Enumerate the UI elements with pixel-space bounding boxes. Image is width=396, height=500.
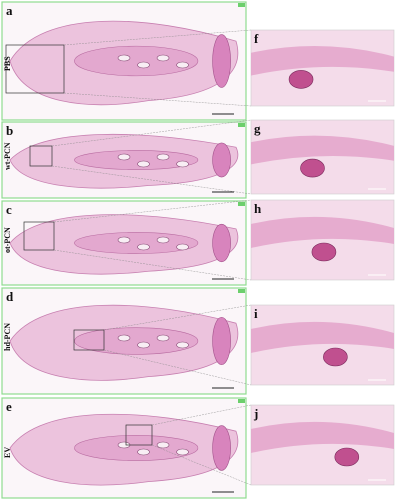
tissue-tip	[212, 425, 231, 471]
row-label: wt-PCN	[3, 142, 12, 170]
panel-letter: j	[253, 406, 258, 421]
tissue-tip	[212, 316, 231, 366]
vessel	[156, 153, 170, 161]
row-label: PBS	[3, 56, 12, 71]
panel-letter: d	[6, 289, 14, 304]
panel-letter: f	[254, 31, 259, 46]
vessel	[137, 448, 150, 456]
vessel	[176, 448, 189, 456]
inset-tissue	[251, 421, 394, 453]
inset-panel: j	[250, 404, 395, 486]
inset-panel: g	[250, 119, 395, 195]
zoom-line	[51, 165, 252, 195]
vessel	[117, 236, 131, 244]
vessel	[176, 160, 189, 168]
left-panel: d hd-PCN	[1, 287, 252, 395]
panel-letter: a	[6, 3, 13, 18]
panel-tag	[238, 123, 245, 127]
panel-tag	[238, 289, 245, 293]
zoom-line	[151, 444, 252, 486]
vessel	[176, 341, 189, 349]
inset-panel: h	[250, 199, 395, 281]
vessel	[137, 61, 150, 69]
left-panel: a PBS	[1, 1, 252, 121]
zoom-line	[53, 199, 252, 223]
left-panel: c ot-PCN	[1, 199, 252, 286]
zoom-box	[5, 44, 65, 94]
vessel	[117, 334, 131, 342]
panel-letter: h	[254, 201, 262, 216]
tissue-core	[74, 435, 199, 461]
zoom-box	[29, 145, 53, 167]
lesion	[334, 447, 360, 467]
panel-letter: i	[254, 306, 258, 321]
tissue-tip	[212, 142, 231, 178]
vessel	[176, 243, 189, 251]
left-panel: b wt-PCN	[1, 119, 252, 199]
row-label: EV	[3, 447, 12, 458]
panel-letter: b	[6, 123, 13, 138]
lesion	[300, 158, 325, 178]
panel-tag	[238, 3, 245, 7]
inset-tissue	[251, 135, 394, 165]
zoom-line	[63, 29, 252, 46]
vessel	[137, 341, 150, 349]
vessel	[117, 153, 131, 161]
lesion	[288, 70, 314, 89]
zoom-box	[125, 424, 153, 446]
left-panel: e EV	[1, 397, 252, 499]
vessel	[156, 334, 170, 342]
zoom-box	[23, 221, 55, 251]
zoom-box	[73, 329, 105, 351]
zoom-line	[103, 349, 252, 386]
vessel	[137, 160, 150, 168]
zoom-line	[51, 119, 252, 147]
row-label: ot-PCN	[3, 227, 12, 253]
panel-letter: e	[6, 399, 12, 414]
tissue-core	[74, 45, 199, 77]
vessel	[156, 54, 170, 62]
row-label: hd-PCN	[3, 323, 12, 351]
vessel	[137, 243, 150, 251]
vessel	[156, 236, 170, 244]
tissue-tip	[212, 223, 231, 263]
inset-panel: i	[250, 304, 395, 386]
inset-panel: f	[250, 29, 395, 107]
zoom-line	[151, 404, 252, 426]
panel-tag	[238, 399, 245, 403]
tissue-core	[74, 327, 199, 355]
inset-tissue	[251, 321, 394, 353]
zoom-line	[53, 249, 252, 281]
vessel	[156, 441, 170, 449]
zoom-line	[63, 92, 252, 107]
lesion	[323, 347, 348, 367]
tissue-core	[74, 232, 199, 254]
zoom-line	[103, 304, 252, 331]
tissue-tip	[212, 34, 231, 88]
inset-tissue	[251, 216, 394, 248]
inset-tissue	[251, 46, 394, 76]
panel-letter: c	[6, 202, 12, 217]
panel-letter: g	[254, 121, 261, 136]
vessel	[176, 61, 189, 69]
panel-tag	[238, 202, 245, 206]
vessel	[117, 54, 131, 62]
lesion	[311, 242, 337, 262]
